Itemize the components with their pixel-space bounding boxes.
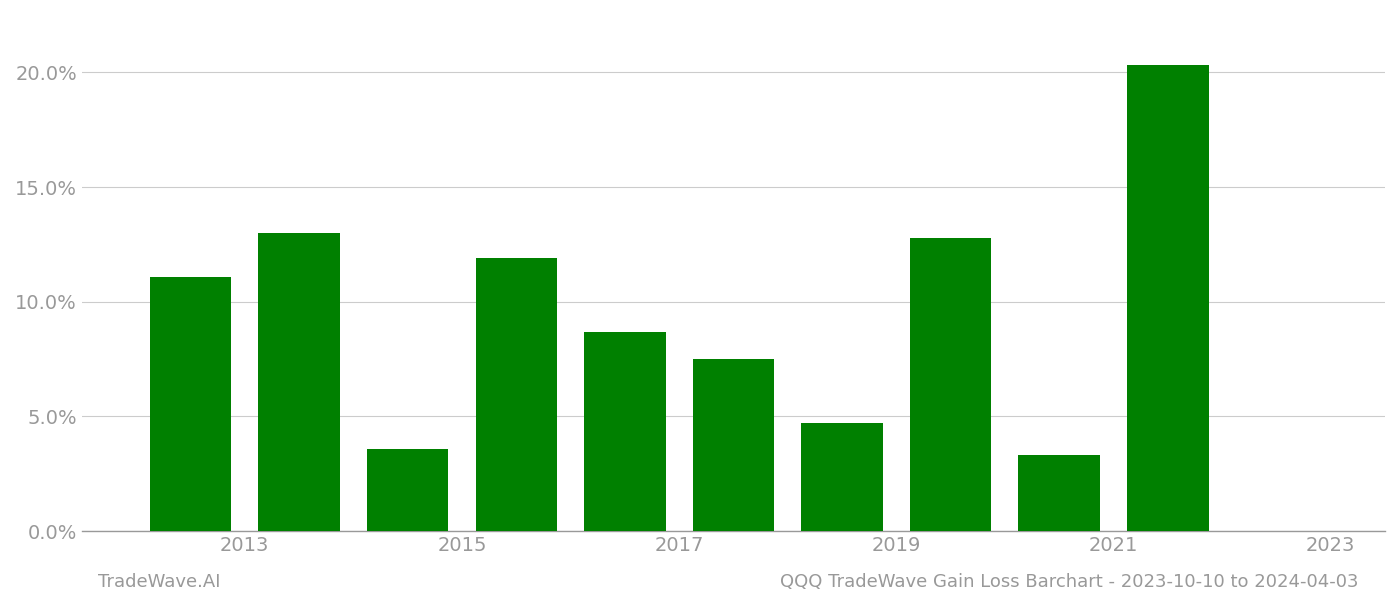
Bar bbox=[584, 332, 665, 531]
Bar bbox=[259, 233, 340, 531]
Bar bbox=[1018, 455, 1100, 531]
Bar bbox=[693, 359, 774, 531]
Bar bbox=[910, 238, 991, 531]
Text: QQQ TradeWave Gain Loss Barchart - 2023-10-10 to 2024-04-03: QQQ TradeWave Gain Loss Barchart - 2023-… bbox=[780, 573, 1358, 591]
Bar bbox=[801, 424, 883, 531]
Bar bbox=[476, 258, 557, 531]
Bar bbox=[1127, 65, 1208, 531]
Bar bbox=[150, 277, 231, 531]
Bar bbox=[367, 449, 448, 531]
Text: TradeWave.AI: TradeWave.AI bbox=[98, 573, 221, 591]
